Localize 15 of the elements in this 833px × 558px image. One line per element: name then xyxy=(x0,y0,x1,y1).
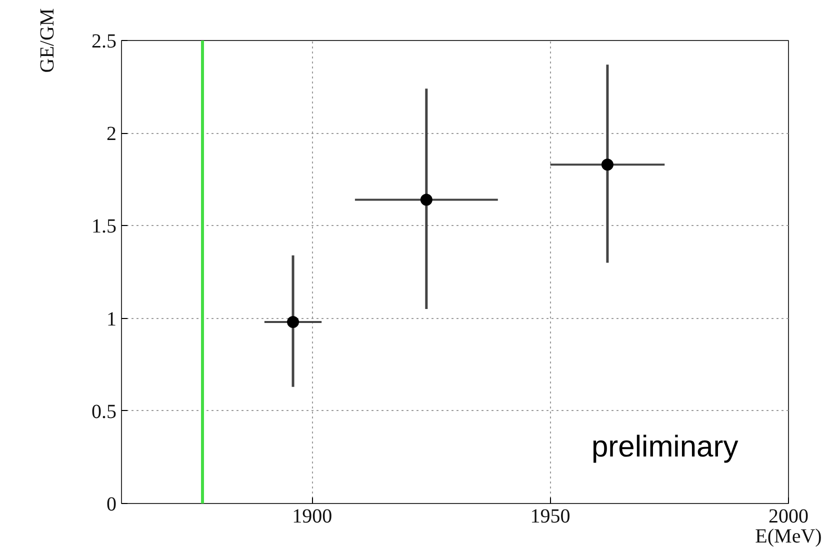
y-tick-label: 2 xyxy=(106,123,116,146)
x-tick-label: 1950 xyxy=(530,506,570,528)
x-tick-label: 2000 xyxy=(768,506,808,528)
point xyxy=(287,316,300,328)
y-tick-label: 1 xyxy=(106,308,116,330)
y-axis-title: GE/GM xyxy=(36,8,58,73)
x-axis-title: E(MeV) xyxy=(755,526,822,548)
annotation: preliminary xyxy=(592,430,738,464)
y-tick-label: 0.5 xyxy=(92,400,116,423)
y-tick-label: 0 xyxy=(106,494,116,516)
y-tick-label: 2.5 xyxy=(92,30,116,52)
point xyxy=(601,158,614,171)
y-tick-label: 1.5 xyxy=(92,216,116,238)
x-tick-label: 1900 xyxy=(292,506,332,528)
point xyxy=(420,194,432,206)
